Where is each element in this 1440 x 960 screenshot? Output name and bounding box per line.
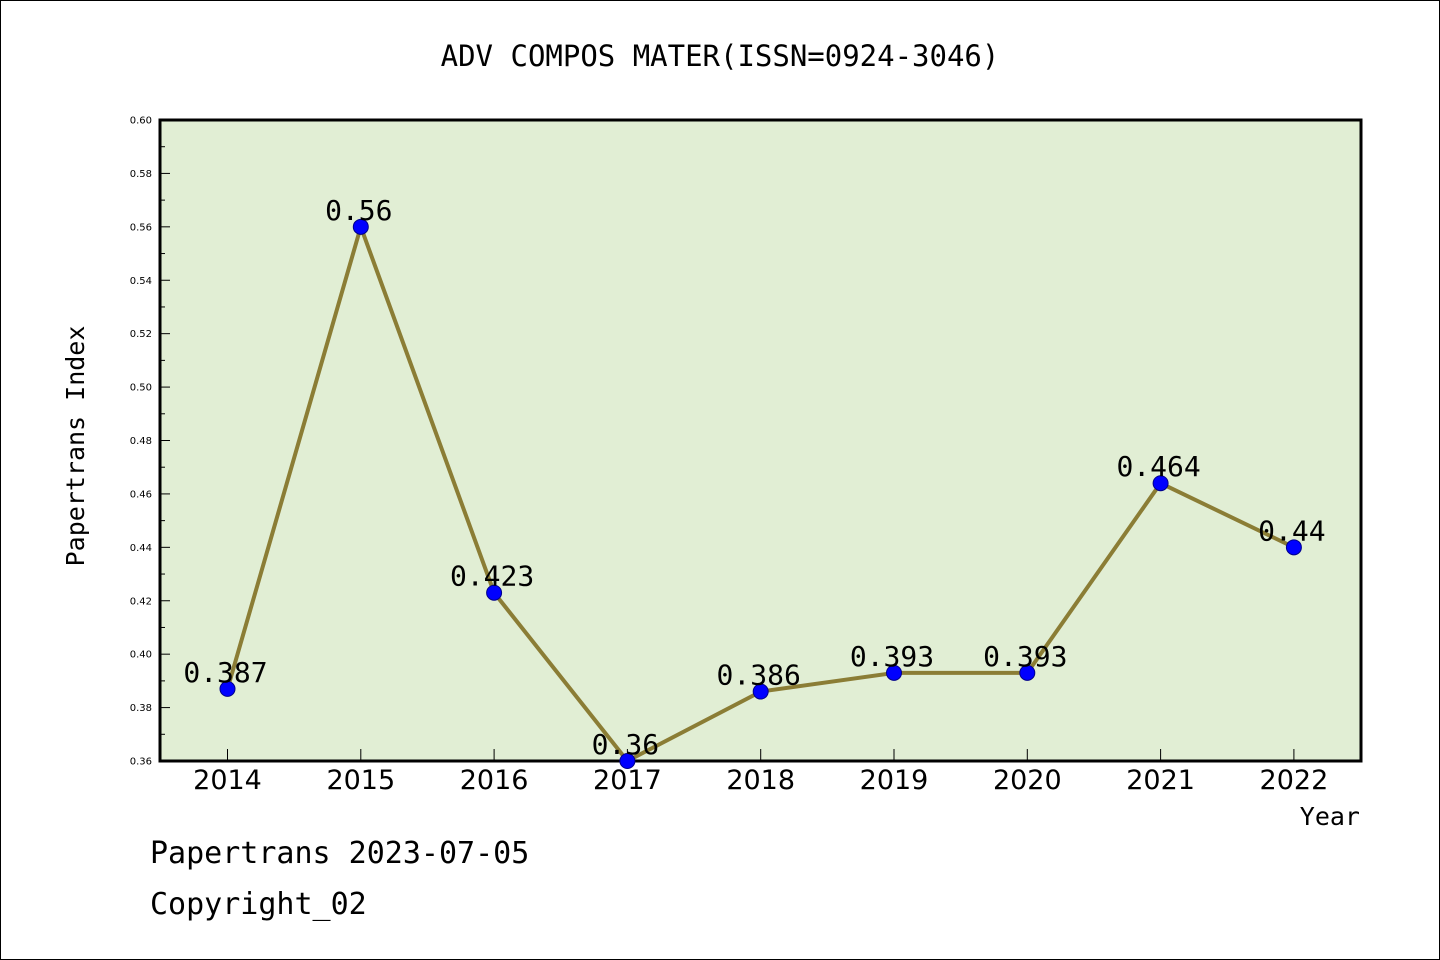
y-tick-label: 0.56 [130, 222, 152, 233]
data-point [619, 753, 636, 769]
y-tick-label: 0.42 [130, 596, 152, 607]
data-point [886, 664, 902, 681]
data-point [352, 218, 369, 235]
data-label: 0.393 [983, 640, 1067, 673]
data-label: 0.56 [325, 194, 392, 227]
y-axis-label: Papertrans Index [61, 326, 90, 567]
y-tick-label: 0.40 [130, 650, 152, 661]
data-label: 0.386 [717, 659, 801, 692]
y-tick-label: 0.36 [130, 757, 152, 768]
footer-date: Papertrans 2023-07-05 [150, 836, 529, 871]
footer-copyright: Copyright_02 [150, 887, 367, 922]
x-tick-label: 2014 [193, 765, 262, 796]
y-tick-label: 0.50 [130, 383, 152, 394]
chart-title: ADV COMPOS MATER(ISSN=0924-3046) [441, 39, 1000, 73]
y-tick-label: 0.44 [130, 543, 152, 554]
y-tick-label: 0.48 [130, 436, 152, 447]
x-axis-ticks: 2014 2015 2016 2017 2018 2019 2020 2021 2022 [193, 749, 1328, 796]
x-axis-label: Year [1300, 802, 1360, 831]
x-tick-label: 2021 [1126, 765, 1195, 796]
x-tick-label: 2018 [726, 765, 795, 796]
data-label: 0.423 [450, 560, 534, 593]
y-axis-ticks: 0.36 0.38 0.40 0.42 0.44 0.46 0.48 0.50 0.52 0.54… [130, 116, 170, 768]
y-tick-label: 0.58 [130, 169, 152, 180]
data-point [1019, 664, 1036, 681]
x-tick-label: 2015 [326, 765, 395, 796]
data-label: 0.464 [1116, 450, 1200, 483]
data-label: 0.393 [850, 640, 934, 673]
y-tick-label: 0.38 [130, 703, 152, 714]
x-tick-label: 2016 [460, 765, 529, 796]
data-point [219, 680, 236, 697]
data-point [486, 584, 503, 601]
y-tick-label: 0.46 [130, 489, 152, 500]
y-tick-label: 0.52 [130, 329, 152, 340]
data-point [1285, 539, 1302, 556]
data-point [752, 683, 769, 700]
data-label: 0.44 [1258, 514, 1325, 547]
data-label: 0.36 [592, 728, 659, 761]
y-tick-label: 0.60 [130, 116, 152, 127]
x-tick-label: 2022 [1260, 765, 1329, 796]
y-tick-label: 0.54 [130, 276, 152, 287]
x-tick-label: 2019 [860, 765, 929, 796]
series-group: 0.387 0.56 0.423 0.36 0.386 0.393 0.393 0.464 0.… [183, 194, 1326, 769]
x-tick-label: 2020 [993, 765, 1062, 796]
x-tick-label: 2017 [593, 765, 662, 796]
data-point [1152, 475, 1169, 492]
data-label: 0.387 [183, 656, 267, 689]
